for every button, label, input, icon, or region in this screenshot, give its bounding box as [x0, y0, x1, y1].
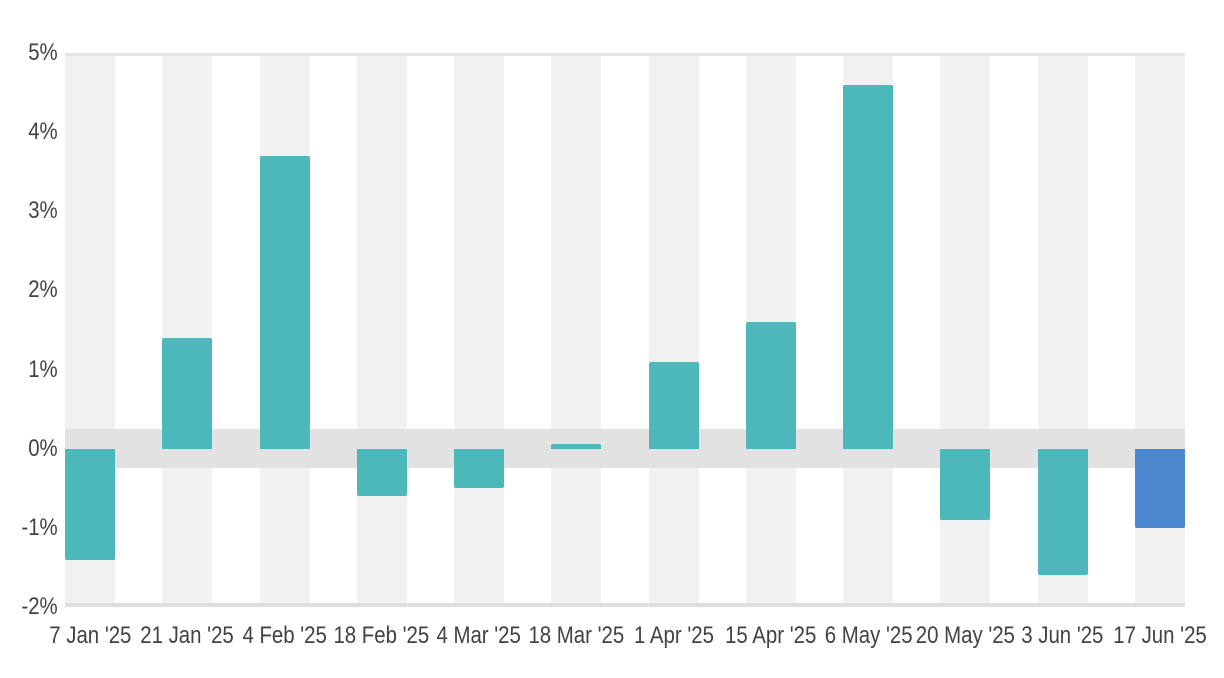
- x-tick-label-7-jan-25: 7 Jan '25: [15, 619, 165, 653]
- x-tick-label-21-jan-25: 21 Jan '25: [112, 619, 262, 653]
- x-tick-text: 3 Jun '25: [1021, 622, 1104, 649]
- x-tick-text: 15 Apr '25: [725, 622, 817, 649]
- x-tick-text: 7 Jan '25: [48, 622, 132, 649]
- plot-top-border: [65, 53, 1185, 56]
- x-tick-text: 18 Feb '25: [333, 622, 430, 649]
- bar-15-apr-25[interactable]: [745, 322, 796, 449]
- y-tick-text: 2%: [28, 276, 58, 304]
- y-tick-text: -1%: [21, 513, 58, 541]
- x-tick-label-15-apr-25: 15 Apr '25: [696, 619, 846, 653]
- column-stripe-20-may-25: [940, 53, 991, 607]
- y-tick-label-5pct: 5%: [0, 37, 58, 69]
- bar-3-jun-25[interactable]: [1037, 448, 1088, 576]
- column-stripe-4-mar-25: [454, 53, 505, 607]
- bar-20-may-25[interactable]: [940, 448, 991, 520]
- column-stripe-18-mar-25: [551, 53, 602, 607]
- bar-17-jun-25[interactable]: [1135, 448, 1185, 528]
- bar-18-mar-25[interactable]: [551, 443, 602, 449]
- x-tick-text: 4 Feb '25: [242, 622, 327, 649]
- y-tick-label-neg1pct: -1%: [0, 512, 58, 544]
- x-axis-line: [65, 603, 1185, 607]
- y-tick-text: 5%: [28, 39, 58, 66]
- plot-area: [65, 53, 1185, 607]
- x-tick-label-3-jun-25: 3 Jun '25: [988, 619, 1138, 653]
- x-tick-label-1-apr-25: 1 Apr '25: [599, 619, 749, 653]
- x-tick-text: 4 Mar '25: [436, 622, 522, 649]
- x-tick-label-17-jun-25: 17 Jun '25: [1085, 619, 1224, 653]
- bar-21-jan-25[interactable]: [162, 337, 213, 449]
- x-tick-text: 21 Jan '25: [140, 622, 235, 649]
- column-stripe-21-jan-25: [162, 53, 213, 607]
- x-tick-text: 20 May '25: [915, 622, 1016, 649]
- y-tick-text: 0%: [28, 434, 58, 462]
- x-tick-label-18-mar-25: 18 Mar '25: [501, 619, 651, 653]
- x-tick-label-6-may-25: 6 May '25: [793, 619, 943, 653]
- x-tick-label-4-mar-25: 4 Mar '25: [404, 619, 554, 653]
- y-tick-label-0pct: 0%: [0, 433, 58, 465]
- bar-4-feb-25[interactable]: [259, 155, 310, 449]
- column-stripe-18-feb-25: [356, 53, 407, 607]
- bar-1-apr-25[interactable]: [648, 361, 699, 449]
- bar-6-may-25[interactable]: [843, 84, 894, 449]
- bar-4-mar-25[interactable]: [454, 448, 505, 489]
- y-tick-text: -2%: [21, 593, 58, 620]
- column-stripe-1-apr-25: [648, 53, 699, 607]
- x-tick-label-20-may-25: 20 May '25: [890, 619, 1040, 653]
- y-tick-label-1pct: 1%: [0, 354, 58, 386]
- y-tick-text: 1%: [28, 355, 58, 383]
- x-tick-text: 18 Mar '25: [528, 622, 625, 649]
- x-tick-label-4-feb-25: 4 Feb '25: [210, 619, 360, 653]
- x-tick-text: 17 Jun '25: [1113, 622, 1207, 649]
- y-tick-text: 3%: [28, 197, 58, 225]
- bar-7-jan-25[interactable]: [65, 448, 115, 560]
- y-tick-label-3pct: 3%: [0, 195, 58, 227]
- y-tick-label-2pct: 2%: [0, 274, 58, 306]
- y-tick-label-neg2pct: -2%: [0, 591, 58, 623]
- x-tick-text: 1 Apr '25: [633, 622, 714, 649]
- zero-band: [65, 428, 1185, 469]
- x-tick-label-18-feb-25: 18 Feb '25: [307, 619, 457, 653]
- y-tick-label-4pct: 4%: [0, 116, 58, 148]
- y-tick-text: 4%: [28, 118, 58, 146]
- x-tick-text: 6 May '25: [824, 622, 913, 649]
- bar-18-feb-25[interactable]: [356, 448, 407, 497]
